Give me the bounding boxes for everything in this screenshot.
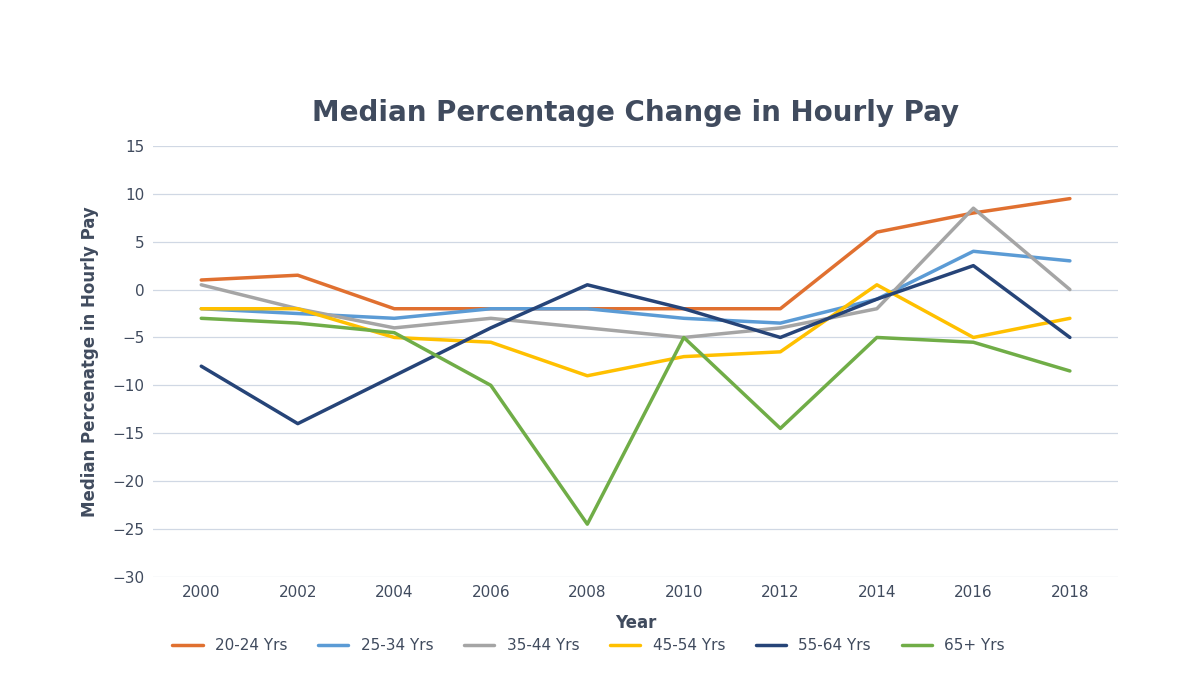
Legend: 20-24 Yrs, 25-34 Yrs, 35-44 Yrs, 45-54 Yrs, 55-64 Yrs, 65+ Yrs: 20-24 Yrs, 25-34 Yrs, 35-44 Yrs, 45-54 Y… bbox=[166, 632, 1011, 660]
Line: 20-24 Yrs: 20-24 Yrs bbox=[201, 199, 1070, 309]
20-24 Yrs bbox=[387, 304, 401, 313]
25-34 Yrs bbox=[677, 314, 691, 322]
Line: 25-34 Yrs: 25-34 Yrs bbox=[201, 252, 1070, 323]
20-24 Yrs bbox=[194, 276, 208, 284]
55-64 Yrs bbox=[1063, 334, 1077, 342]
35-44 Yrs bbox=[291, 304, 305, 313]
45-54 Yrs bbox=[870, 281, 884, 289]
45-54 Yrs bbox=[387, 334, 401, 342]
45-54 Yrs bbox=[484, 338, 498, 346]
65+ Yrs bbox=[484, 381, 498, 389]
Line: 55-64 Yrs: 55-64 Yrs bbox=[201, 265, 1070, 424]
Line: 45-54 Yrs: 45-54 Yrs bbox=[201, 285, 1070, 376]
55-64 Yrs bbox=[677, 304, 691, 313]
Y-axis label: Median Percenatge in Hourly Pay: Median Percenatge in Hourly Pay bbox=[81, 206, 99, 517]
45-54 Yrs bbox=[291, 304, 305, 313]
55-64 Yrs bbox=[291, 420, 305, 428]
55-64 Yrs bbox=[773, 334, 787, 342]
55-64 Yrs bbox=[580, 281, 594, 289]
35-44 Yrs bbox=[580, 324, 594, 332]
35-44 Yrs bbox=[387, 324, 401, 332]
65+ Yrs bbox=[966, 338, 980, 346]
Line: 35-44 Yrs: 35-44 Yrs bbox=[201, 208, 1070, 338]
65+ Yrs bbox=[870, 334, 884, 342]
65+ Yrs bbox=[1063, 367, 1077, 375]
20-24 Yrs bbox=[484, 304, 498, 313]
45-54 Yrs bbox=[773, 348, 787, 356]
Line: 65+ Yrs: 65+ Yrs bbox=[201, 318, 1070, 524]
55-64 Yrs bbox=[387, 372, 401, 380]
65+ Yrs bbox=[773, 424, 787, 432]
20-24 Yrs bbox=[870, 228, 884, 236]
45-54 Yrs bbox=[966, 334, 980, 342]
45-54 Yrs bbox=[1063, 314, 1077, 322]
65+ Yrs bbox=[194, 314, 208, 322]
55-64 Yrs bbox=[484, 324, 498, 332]
45-54 Yrs bbox=[194, 304, 208, 313]
25-34 Yrs bbox=[580, 304, 594, 313]
25-34 Yrs bbox=[387, 314, 401, 322]
35-44 Yrs bbox=[773, 324, 787, 332]
25-34 Yrs bbox=[966, 247, 980, 256]
45-54 Yrs bbox=[677, 352, 691, 361]
55-64 Yrs bbox=[870, 295, 884, 303]
45-54 Yrs bbox=[580, 372, 594, 380]
35-44 Yrs bbox=[966, 204, 980, 213]
X-axis label: Year: Year bbox=[614, 614, 657, 632]
35-44 Yrs bbox=[194, 281, 208, 289]
35-44 Yrs bbox=[870, 304, 884, 313]
Title: Median Percentage Change in Hourly Pay: Median Percentage Change in Hourly Pay bbox=[312, 99, 959, 127]
35-44 Yrs bbox=[1063, 286, 1077, 294]
20-24 Yrs bbox=[966, 208, 980, 217]
65+ Yrs bbox=[387, 329, 401, 337]
20-24 Yrs bbox=[1063, 195, 1077, 203]
25-34 Yrs bbox=[291, 309, 305, 318]
55-64 Yrs bbox=[966, 261, 980, 270]
20-24 Yrs bbox=[677, 304, 691, 313]
20-24 Yrs bbox=[291, 271, 305, 279]
65+ Yrs bbox=[291, 319, 305, 327]
25-34 Yrs bbox=[194, 304, 208, 313]
20-24 Yrs bbox=[773, 304, 787, 313]
35-44 Yrs bbox=[677, 334, 691, 342]
25-34 Yrs bbox=[1063, 256, 1077, 265]
65+ Yrs bbox=[580, 520, 594, 528]
20-24 Yrs bbox=[580, 304, 594, 313]
25-34 Yrs bbox=[773, 319, 787, 327]
65+ Yrs bbox=[677, 334, 691, 342]
25-34 Yrs bbox=[870, 295, 884, 303]
55-64 Yrs bbox=[194, 362, 208, 370]
25-34 Yrs bbox=[484, 304, 498, 313]
35-44 Yrs bbox=[484, 314, 498, 322]
